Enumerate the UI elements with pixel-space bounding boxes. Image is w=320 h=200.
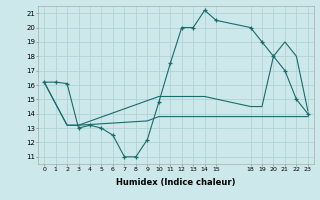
X-axis label: Humidex (Indice chaleur): Humidex (Indice chaleur) bbox=[116, 178, 236, 187]
